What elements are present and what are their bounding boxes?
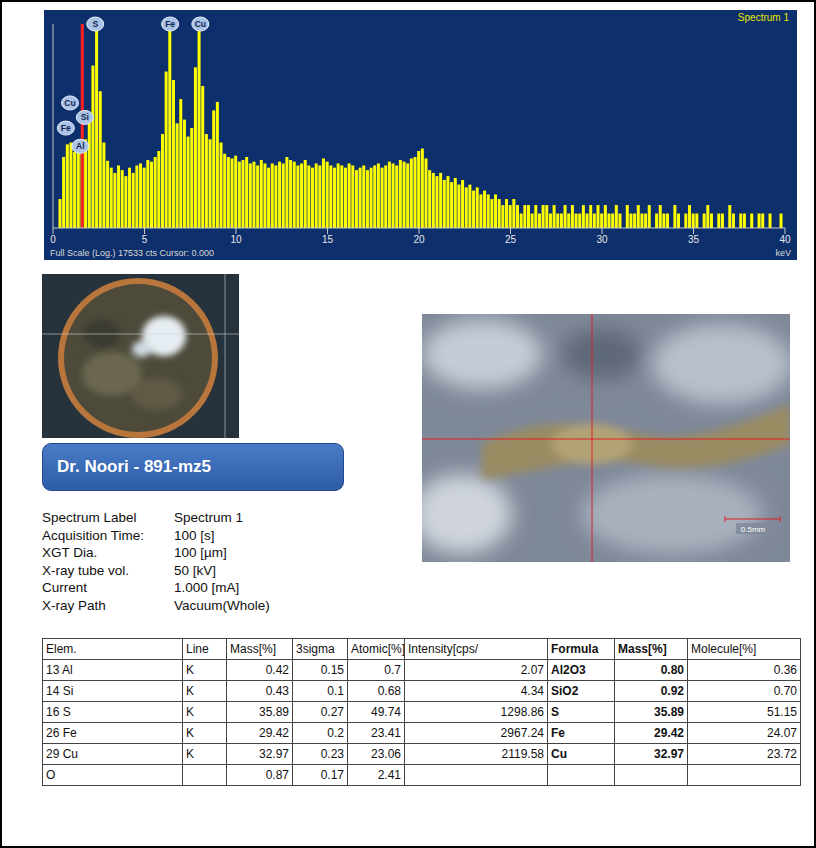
html-text:23.72: 23.72 [767, 747, 797, 761]
html-text:35.89: 35.89 [259, 705, 289, 719]
html-text:0.7: 0.7 [384, 663, 401, 677]
html-text:26 Fe: 26 Fe [46, 726, 77, 740]
html-text:2967.24: 2967.24 [500, 726, 544, 740]
html-text:35.89: 35.89 [654, 705, 684, 719]
html-text:0.87: 0.87 [265, 768, 289, 782]
html-text:3sigma: 3sigma [296, 642, 335, 656]
svg-text:15: 15 [322, 234, 334, 245]
html-text:29.42: 29.42 [654, 726, 684, 740]
html-text:SiO2: SiO2 [551, 684, 579, 698]
html-text:K: K [186, 726, 194, 740]
html-text:Mass[%]: Mass[%] [618, 642, 667, 656]
html-text:29.42: 29.42 [259, 726, 289, 740]
html-text:S: S [551, 705, 559, 719]
html-text:Acquisition Time:: Acquisition Time: [42, 527, 144, 543]
html-text:0.92: 0.92 [660, 684, 684, 698]
svg-text:20: 20 [413, 234, 425, 245]
html-text:0.23: 0.23 [320, 747, 344, 761]
svg-text:30: 30 [596, 234, 608, 245]
html-text:29 Cu: 29 Cu [46, 747, 78, 761]
html-text:Atomic[%] Intensity[cps/: Atomic[%] Intensity[cps/ [351, 642, 478, 656]
html-text:100 [s]: 100 [s] [174, 527, 215, 543]
html-text:K: K [186, 747, 194, 761]
html-text:Molecule[%]: Molecule[%] [691, 642, 757, 656]
html-text:0.68: 0.68 [377, 684, 401, 698]
svg-text:10: 10 [230, 234, 242, 245]
html-text:0.1: 0.1 [327, 684, 344, 698]
html-text:1.000 [mA]: 1.000 [mA] [174, 580, 240, 595]
html-text:49.74: 49.74 [371, 705, 401, 719]
html-text:Dr. Noori - 891-mz5: Dr. Noori - 891-mz5 [57, 457, 211, 476]
html-text:2.07: 2.07 [520, 663, 544, 677]
html-text:14 Si: 14 Si [46, 684, 74, 698]
svg-text:Fe: Fe [61, 123, 71, 133]
svg-text:Al: Al [76, 141, 85, 151]
svg-text:Si: Si [81, 112, 89, 122]
html-text:Formula: Formula [551, 642, 599, 656]
html-text:Current: Current [42, 580, 87, 595]
html-text:13 Al: 13 Al [46, 663, 73, 677]
html-text:keV: keV [775, 248, 791, 258]
html-text:Spectrum Label: Spectrum Label [42, 510, 137, 525]
html-text:Fe: Fe [551, 726, 565, 740]
svg-text:Cu: Cu [195, 19, 206, 29]
html-text:0.36: 0.36 [773, 663, 797, 677]
html-text:K: K [186, 684, 194, 698]
html-text:0.70: 0.70 [773, 684, 797, 698]
html-text:51.15: 51.15 [767, 705, 797, 719]
html-text:Full Scale (Log.) 17533 cts Cu: Full Scale (Log.) 17533 cts Cursor: 0.00… [50, 248, 215, 258]
html-text:O: O [46, 768, 56, 782]
html-text:50 [kV]: 50 [kV] [174, 562, 216, 578]
html-text:Elem.: Elem. [46, 642, 77, 656]
svg-text:Fe: Fe [165, 19, 175, 29]
svg-text:0: 0 [50, 234, 56, 245]
html-text:K: K [186, 705, 194, 719]
html-text:0.42: 0.42 [265, 663, 289, 677]
html-text:XGT Dia.: XGT Dia. [42, 545, 98, 560]
svg-text:40: 40 [779, 234, 791, 245]
html-text:100 [µm]: 100 [µm] [174, 545, 227, 560]
svg-text:25: 25 [505, 234, 517, 245]
html-text:Spectrum 1: Spectrum 1 [737, 12, 789, 23]
html-text:4.34: 4.34 [520, 684, 544, 698]
html-text:2119.58: 2119.58 [501, 747, 544, 761]
html-text:24.07: 24.07 [767, 726, 797, 740]
html-text:Spectrum 1: Spectrum 1 [174, 510, 243, 525]
svg-text:35: 35 [688, 234, 700, 245]
svg-text:5: 5 [142, 234, 148, 245]
svg-text:S: S [92, 19, 98, 29]
html-text:0.27: 0.27 [320, 705, 344, 719]
html-text:2.41: 2.41 [377, 768, 401, 782]
html-text:X-ray Path: X-ray Path [42, 597, 106, 613]
html-text:Mass[%]: Mass[%] [230, 642, 276, 656]
svg-text:0.5mm: 0.5mm [741, 525, 766, 534]
html-text:Line: Line [186, 642, 209, 656]
html-text:0.17: 0.17 [320, 768, 344, 782]
html-text:Cu: Cu [551, 747, 567, 761]
html-text:1298.86: 1298.86 [500, 705, 544, 719]
html-text:32.97: 32.97 [654, 747, 684, 761]
html-text:Vacuum(Whole): Vacuum(Whole) [174, 597, 270, 613]
html-text:32.97: 32.97 [259, 747, 289, 761]
html-text:K: K [186, 663, 194, 677]
html-text:0.43: 0.43 [265, 684, 289, 698]
svg-text:Cu: Cu [64, 98, 75, 108]
html-text:0.15: 0.15 [320, 663, 344, 677]
html-text:0.2: 0.2 [327, 726, 344, 740]
html-text:0.80: 0.80 [660, 663, 684, 677]
html-text:23.06: 23.06 [371, 747, 401, 761]
html-text:Al2O3: Al2O3 [551, 663, 586, 677]
html-text:23.41: 23.41 [371, 726, 401, 740]
html-text:16 S: 16 S [46, 705, 71, 719]
html-text:X-ray tube vol.: X-ray tube vol. [42, 562, 129, 578]
